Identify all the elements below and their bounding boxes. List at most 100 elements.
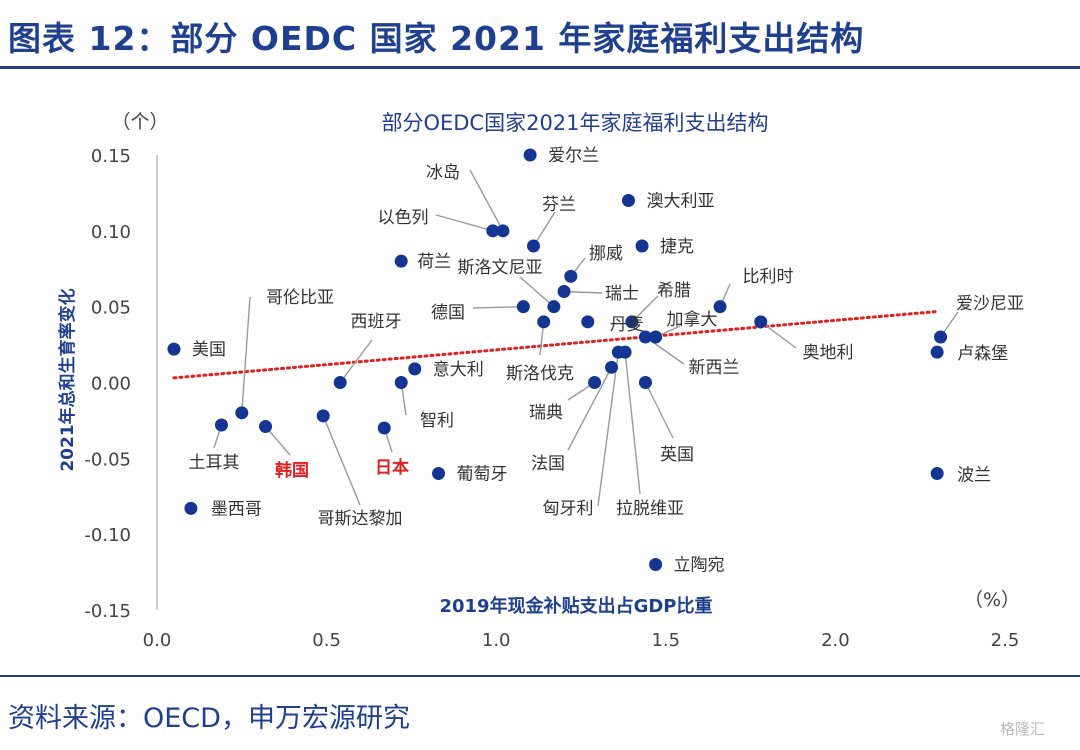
data-point xyxy=(333,376,347,389)
point-label: 瑞典 xyxy=(529,403,563,423)
point-label: 土耳其 xyxy=(189,453,240,473)
data-point xyxy=(167,342,181,356)
leader-line xyxy=(597,352,620,507)
point-label: 荷兰 xyxy=(417,252,451,272)
data-point xyxy=(316,409,330,423)
data-point xyxy=(588,376,602,389)
point-label: 哥斯达黎加 xyxy=(318,509,403,529)
data-point xyxy=(618,345,632,359)
x-tick-label: 2.5 xyxy=(991,630,1020,651)
y-tick-label: 0.15 xyxy=(91,146,131,167)
point-label: 冰岛 xyxy=(426,163,460,183)
point-label: 捷克 xyxy=(660,237,694,257)
data-point xyxy=(394,376,408,389)
point-label: 拉脱维亚 xyxy=(616,499,684,519)
point-label: 立陶宛 xyxy=(674,556,725,576)
x-tick-label: 0.0 xyxy=(143,630,172,651)
point-label: 意大利 xyxy=(433,360,484,380)
data-point xyxy=(496,224,510,238)
data-point xyxy=(259,419,273,433)
point-label: 卢森堡 xyxy=(957,344,1008,364)
x-tick-label: 2.0 xyxy=(821,630,850,651)
point-label: 斯洛文尼亚 xyxy=(458,258,543,278)
leader-line xyxy=(624,352,641,495)
point-label: 德国 xyxy=(431,303,465,323)
data-point xyxy=(934,330,948,344)
point-label: 丹麦 xyxy=(610,315,644,335)
data-point xyxy=(581,315,595,329)
data-point xyxy=(377,421,391,435)
x-axis-label: 2019年现金补贴支出占GDP比重 xyxy=(439,595,712,617)
leader-line xyxy=(532,211,556,247)
point-label: 波兰 xyxy=(957,466,991,486)
leader-line xyxy=(241,296,251,413)
data-point xyxy=(621,194,635,207)
point-label: 英国 xyxy=(660,445,694,465)
data-point xyxy=(754,315,768,329)
source-rule xyxy=(0,675,1080,677)
leader-line xyxy=(339,339,373,383)
y-axis-label: 2021年总和生育率变化 xyxy=(57,288,78,471)
data-point xyxy=(649,558,663,571)
trend-line xyxy=(172,310,939,380)
point-label: 匈牙利 xyxy=(543,499,594,519)
data-point xyxy=(547,300,561,314)
figure-title: 图表 12：部分 OEDC 国家 2021 年家庭福利支出结构 xyxy=(8,19,865,58)
leader-line xyxy=(322,415,361,506)
y-unit-label: （个） xyxy=(111,111,168,133)
watermark: 格隆汇 xyxy=(1000,720,1046,738)
leader-line xyxy=(472,305,524,309)
point-label: 法国 xyxy=(531,454,565,474)
x-tick-label: 0.5 xyxy=(312,630,341,651)
y-tick-label: 0.05 xyxy=(91,298,131,319)
point-label: 日本 xyxy=(375,457,409,478)
leader-line xyxy=(469,169,504,232)
point-label: 爱沙尼亚 xyxy=(956,294,1024,314)
data-point xyxy=(523,148,537,162)
leader-line xyxy=(760,321,797,349)
x-tick-label: 1.5 xyxy=(651,630,680,651)
y-tick-label: 0.00 xyxy=(91,374,131,395)
x-tick-label: 1.0 xyxy=(482,630,511,651)
data-point xyxy=(605,360,619,374)
data-point xyxy=(235,406,249,420)
data-point xyxy=(537,315,551,329)
data-point xyxy=(557,285,571,298)
point-label: 希腊 xyxy=(657,281,691,301)
point-label: 墨西哥 xyxy=(211,499,262,519)
y-tick-label: -0.15 xyxy=(84,601,131,622)
data-point xyxy=(394,254,408,268)
data-point xyxy=(564,269,578,283)
y-tick-label: 0.10 xyxy=(91,222,131,243)
point-label: 西班牙 xyxy=(351,312,402,332)
data-point xyxy=(432,467,446,480)
scatter-chart: 部分OEDC国家2021年家庭福利支出结构 （个） （%） 2021年总和生育率… xyxy=(57,111,1024,651)
leader-line xyxy=(435,214,493,232)
chart-title: 部分OEDC国家2021年家庭福利支出结构 xyxy=(381,111,768,135)
point-label: 哥伦比亚 xyxy=(266,288,334,308)
source-note: 资料来源：OECD，申万宏源研究 xyxy=(8,703,410,734)
data-point xyxy=(214,418,228,432)
point-label: 奥地利 xyxy=(803,343,854,363)
data-point xyxy=(625,315,639,329)
leader-line xyxy=(644,382,674,439)
data-point xyxy=(649,330,663,344)
y-tick-label: -0.10 xyxy=(84,525,131,546)
data-point xyxy=(184,501,198,515)
data-point xyxy=(527,239,541,253)
point-label: 斯洛伐克 xyxy=(506,364,574,384)
y-tick-label: -0.05 xyxy=(84,449,131,470)
title-rule xyxy=(0,66,1080,69)
leader-line xyxy=(519,276,555,308)
data-point xyxy=(930,345,944,359)
leader-line xyxy=(567,367,613,451)
point-label: 韩国 xyxy=(275,460,309,481)
point-label: 新西兰 xyxy=(689,358,740,378)
data-point xyxy=(713,300,727,314)
data-point xyxy=(638,376,652,389)
x-unit-label: （%） xyxy=(964,589,1020,611)
point-label: 澳大利亚 xyxy=(646,192,714,212)
point-label: 瑞士 xyxy=(605,284,639,304)
data-point xyxy=(638,330,652,344)
data-point xyxy=(516,300,530,314)
